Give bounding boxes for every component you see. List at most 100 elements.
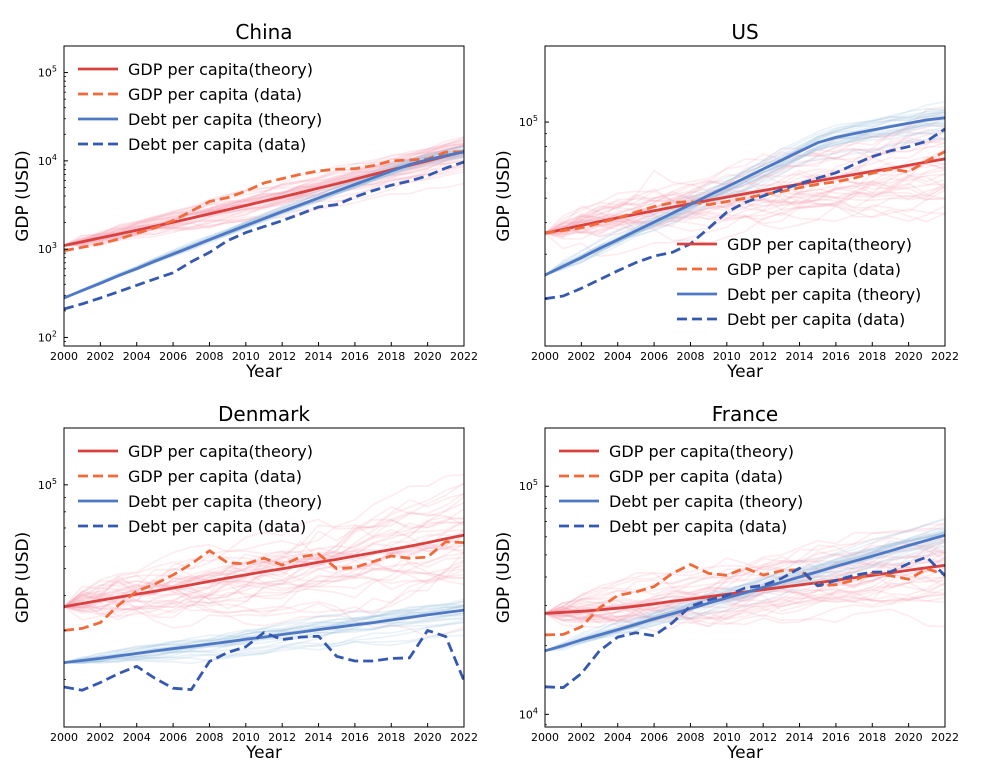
gdp-simulation-path (64, 493, 464, 608)
debt-simulation-path (64, 621, 464, 664)
gdp-simulation-path (545, 582, 945, 615)
debt-simulation-path (64, 603, 464, 665)
gdp-data-line (64, 150, 464, 253)
gdp-simulation-path (545, 116, 945, 234)
legend-label: Debt per capita (data) (609, 517, 787, 536)
gdp-simulation-path (64, 492, 464, 608)
y-tick-exponent: 2 (52, 329, 57, 338)
legend-label: GDP per capita (data) (609, 467, 783, 486)
legend-label: GDP per capita(theory) (727, 235, 912, 254)
gdp-simulation-path (545, 185, 945, 238)
debt-simulation-path (545, 117, 945, 276)
y-tick-exponent: 3 (52, 241, 57, 250)
x-tick-label: 2002 (567, 731, 595, 744)
gdp-simulation-path (64, 521, 464, 614)
x-tick-label: 2000 (531, 350, 559, 363)
debt-simulation-path (64, 607, 464, 664)
plot-frame (544, 427, 946, 728)
gdp-simulation-path (545, 560, 945, 633)
gdp-simulation-path (64, 529, 464, 608)
gdp-simulation-path (545, 192, 945, 235)
gdp-simulation-path (545, 590, 945, 618)
x-tick-label: 2006 (159, 731, 187, 744)
gdp-simulation-path (545, 197, 945, 245)
x-tick-label: 2008 (195, 731, 223, 744)
x-tick-label: 2010 (713, 731, 741, 744)
gdp-simulation-path (64, 573, 464, 629)
gdp-simulation-path (545, 117, 945, 235)
gdp-data-line (64, 540, 464, 632)
gdp-simulation-path (545, 541, 945, 615)
gdp-simulation-path (545, 155, 945, 236)
debt-simulation-path (545, 137, 945, 276)
x-tick-label: 2006 (640, 731, 668, 744)
gdp-simulation-path (64, 565, 464, 616)
gdp-simulation-path (545, 543, 945, 624)
gdp-simulation-path (64, 529, 464, 621)
x-tick-label: 2010 (232, 731, 260, 744)
gdp-simulation-path (64, 496, 464, 608)
debt-simulation-path (545, 526, 945, 652)
x-tick-label: 2016 (822, 731, 850, 744)
legend: GDP per capita(theory) GDP per capita (da… (78, 60, 322, 154)
y-tick-label: 105 (519, 114, 538, 129)
gdp-simulation-path (545, 564, 945, 624)
debt-theory-line (545, 116, 945, 277)
gdp-simulation-path (64, 552, 464, 608)
gdp-simulation-path (545, 123, 945, 235)
chart-panel-china: 2000 2002 2004 2006 2008 2010 2012 2014 2016 2018… (13, 20, 478, 382)
gdp-simulation-path (64, 600, 464, 638)
debt-theory-line (64, 608, 464, 664)
y-tick-exponent: 5 (52, 477, 57, 486)
gdp-simulation-path (545, 560, 945, 615)
gdp-simulation-path (64, 150, 464, 247)
gdp-simulation-path (545, 575, 945, 622)
gdp-simulation-path (64, 557, 464, 615)
x-tick-label: 2020 (895, 350, 923, 363)
gdp-simulation-path (545, 130, 945, 234)
y-tick-label: 102 (38, 329, 57, 344)
x-tick-label: 2006 (640, 350, 668, 363)
y-tick-base: 10 (519, 116, 533, 129)
gdp-simulation-path (545, 546, 945, 615)
x-tick-label: 2022 (450, 731, 478, 744)
debt-simulation-path (545, 110, 945, 276)
x-tick-label: 2002 (86, 350, 114, 363)
y-tick-base: 10 (38, 155, 52, 168)
gdp-simulation-path (545, 193, 945, 235)
gdp-simulation-path (545, 581, 945, 628)
gdp-simulation-path (545, 581, 945, 623)
debt-simulation-path (545, 137, 945, 276)
gdp-simulation-path (64, 144, 464, 247)
y-tick-exponent: 4 (533, 706, 538, 715)
x-axis-label: Year (726, 743, 763, 763)
gdp-simulation-path (545, 568, 945, 625)
x-tick-label: 2002 (567, 350, 595, 363)
x-tick-label: 2012 (268, 350, 296, 363)
y-tick-base: 10 (38, 243, 52, 256)
chart-title: US (731, 20, 758, 44)
y-tick-label: 105 (519, 478, 538, 493)
x-tick-label: 2004 (604, 350, 632, 363)
x-tick-label: 2014 (786, 731, 814, 744)
legend-label: GDP per capita(theory) (128, 442, 313, 461)
debt-data-line (64, 160, 464, 311)
plot-frame (544, 45, 946, 347)
y-tick-base: 10 (38, 479, 52, 492)
x-tick-label: 2020 (414, 731, 442, 744)
gdp-simulation-path (545, 523, 945, 615)
legend-label: Debt per capita (data) (128, 135, 306, 154)
gdp-simulation-path (545, 176, 945, 258)
legend-label: Debt per capita (theory) (727, 285, 921, 304)
x-tick-label: 2012 (749, 350, 777, 363)
plot-area (545, 100, 945, 301)
debt-simulation-path (64, 621, 464, 665)
x-tick-label: 2006 (159, 350, 187, 363)
debt-simulation-path (545, 532, 945, 652)
gdp-simulation-path (545, 189, 945, 235)
gdp-simulation-path (545, 137, 945, 234)
gdp-data-line (545, 563, 945, 637)
x-axis-label: Year (726, 362, 763, 382)
debt-simulation-path (64, 628, 464, 665)
chart-title: Denmark (218, 402, 310, 426)
